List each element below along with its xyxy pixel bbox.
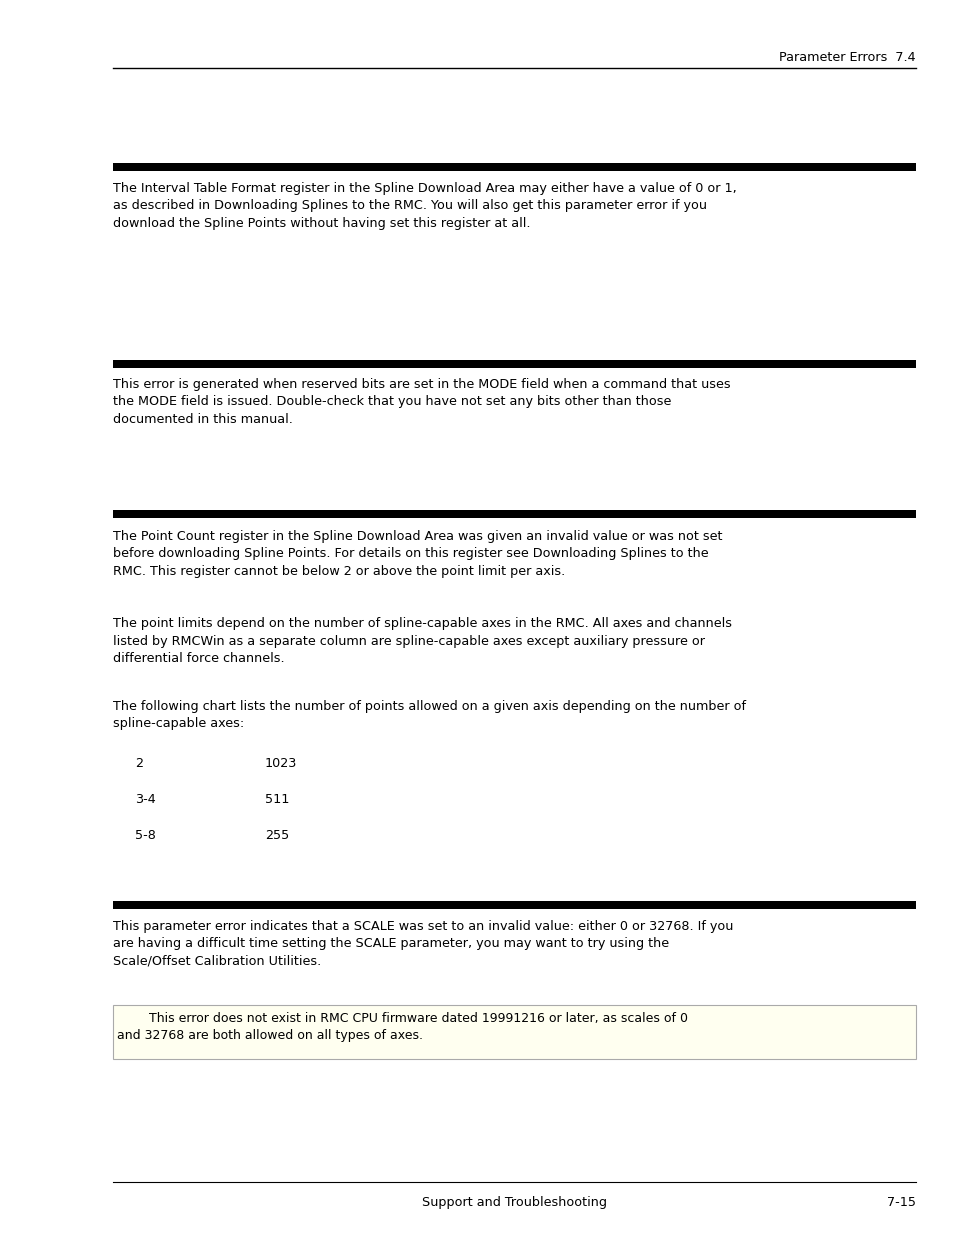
Text: The point limits depend on the number of spline-capable axes in the RMC. All axe: The point limits depend on the number of… [112,618,731,664]
Text: 255: 255 [265,829,289,842]
Text: Parameter Errors  7.4: Parameter Errors 7.4 [779,51,915,64]
Text: The Point Count register in the Spline Download Area was given an invalid value : The Point Count register in the Spline D… [112,530,721,578]
Bar [112,1005,915,1058]
Bar [112,902,915,909]
Text: 5-8: 5-8 [135,829,155,842]
Text: 1023: 1023 [265,757,297,769]
Text: This error is generated when reserved bits are set in the MODE field when a comm: This error is generated when reserved bi… [112,378,730,426]
Text: This error does not exist in RMC CPU firmware dated 19991216 or later, as scales: This error does not exist in RMC CPU fir… [117,1011,687,1042]
Bar [112,163,915,170]
Text: The Interval Table Format register in the Spline Download Area may either have a: The Interval Table Format register in th… [112,182,736,230]
Text: Support and Troubleshooting: Support and Troubleshooting [421,1195,606,1209]
Text: This parameter error indicates that a SCALE was set to an invalid value: either : This parameter error indicates that a SC… [112,920,733,968]
Text: The following chart lists the number of points allowed on a given axis depending: The following chart lists the number of … [112,700,745,730]
Bar [112,359,915,368]
Text: 7-15: 7-15 [886,1195,915,1209]
Text: 511: 511 [265,793,289,806]
Bar [112,510,915,517]
Text: 2: 2 [135,757,143,769]
Text: 3-4: 3-4 [135,793,155,806]
